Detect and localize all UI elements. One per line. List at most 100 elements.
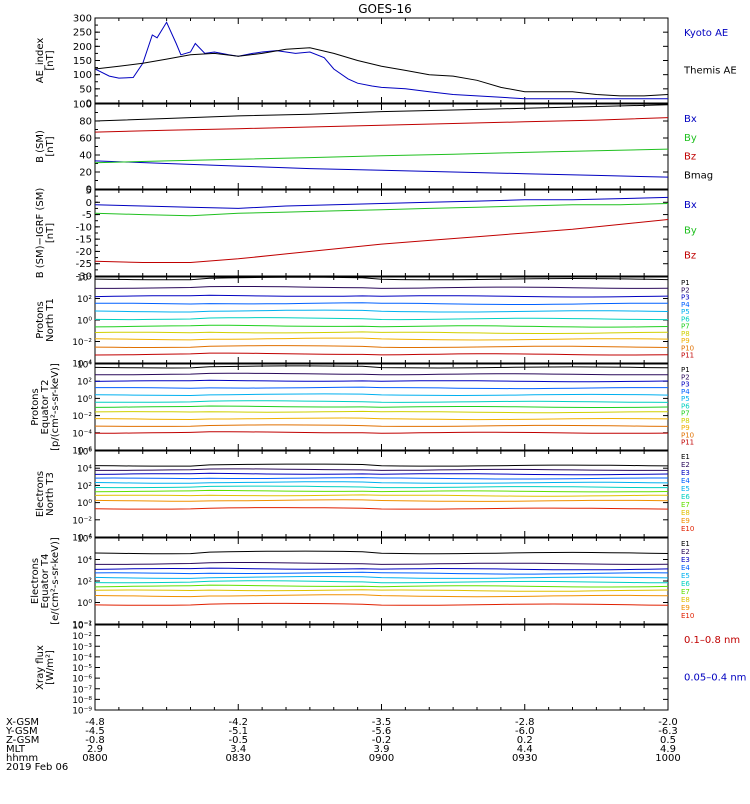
y-tick-label: 10⁻⁴ xyxy=(72,534,92,544)
y-tick-label: 10⁰ xyxy=(77,395,92,405)
channel-line-e3 xyxy=(95,567,668,571)
y-tick-label: 10⁻¹ xyxy=(72,622,92,632)
channel-line-p10 xyxy=(95,345,668,348)
series-line-bz xyxy=(95,117,668,133)
channel-label-p4: P4 xyxy=(681,388,690,396)
channel-line-p1 xyxy=(95,277,668,281)
channel-line-e8 xyxy=(95,589,668,592)
y-tick-label: 40 xyxy=(79,151,92,162)
legend-label: 0.05–0.4 nm xyxy=(684,673,746,684)
series-line-by xyxy=(95,203,668,217)
x-axis-annotation: X-GSM -4.8 -4.2 -3.5 -2.8 -2.0 Y-GSM -4.5 -5.1 -5… xyxy=(5,717,681,773)
channel-label-e6: E6 xyxy=(681,493,690,501)
x-row-value: 4.9 xyxy=(660,744,676,755)
y-axis-label-line: B (SM)−IGRF (SM) xyxy=(35,188,46,279)
channel-label-e5: E5 xyxy=(681,572,690,580)
y-tick-label: 80 xyxy=(79,117,92,128)
y-tick-label: 10⁴ xyxy=(77,556,92,566)
channel-label-e6: E6 xyxy=(681,580,690,588)
y-tick-label: 10² xyxy=(77,378,92,388)
y-tick-label: 200 xyxy=(73,42,92,53)
x-row-value: -4.8 xyxy=(85,717,105,728)
x-row-value: -0.2 xyxy=(372,735,392,746)
x-row-value: -5.1 xyxy=(228,726,248,737)
series-line-themis-ae xyxy=(95,47,668,97)
y-axis-label-line: North T1 xyxy=(45,298,56,342)
panel-bsm: 0 20 40 60 80 100 B (SM) [nT] Bx By Bz Bmag xyxy=(35,100,713,196)
channel-line-e8 xyxy=(95,494,668,497)
channel-label-p10: P10 xyxy=(681,344,694,352)
panel-data xyxy=(95,463,668,510)
channel-line-e10 xyxy=(95,507,668,510)
channel-line-e7 xyxy=(95,489,668,493)
channel-label-e2: E2 xyxy=(681,548,690,556)
y-axis-label-line: Protons xyxy=(30,388,41,425)
series-line-by xyxy=(95,148,668,164)
channel-label-p2: P2 xyxy=(681,373,690,381)
channel-label-p6: P6 xyxy=(681,402,690,410)
channel-line-e7 xyxy=(95,584,668,588)
channel-line-p9 xyxy=(95,337,668,341)
channel-label-e2: E2 xyxy=(681,461,690,469)
channel-label-p11: P11 xyxy=(681,352,694,360)
y-axis-label-line: Electrons xyxy=(35,471,46,517)
y-axis-label-line: Equator T2 xyxy=(40,380,51,435)
x-row-value: 0830 xyxy=(226,753,251,764)
y-tick-label: 10⁻³ xyxy=(72,643,92,653)
y-tick-label: 10⁰ xyxy=(77,499,92,509)
y-tick-label: 10² xyxy=(77,578,92,588)
y-axis-label-line: [nT] xyxy=(45,136,56,156)
x-row-value: -4.2 xyxy=(228,717,248,728)
y-tick-label: 5 xyxy=(86,186,92,197)
panel-data xyxy=(95,21,668,100)
y-tick-label: 100 xyxy=(73,100,92,111)
channel-label-e10: E10 xyxy=(681,612,694,620)
channel-label-p10: P10 xyxy=(681,431,694,439)
y-axis-label-line: AE_index xyxy=(35,38,46,84)
channel-line-p11 xyxy=(95,431,668,434)
channel-label-p8: P8 xyxy=(681,330,690,338)
series-line-bz xyxy=(95,219,668,263)
legend-label: Bmag xyxy=(684,170,713,181)
y-tick-label: 10⁻⁴ xyxy=(72,360,92,370)
channel-line-p3 xyxy=(95,294,668,298)
y-tick-label: 20 xyxy=(79,168,92,179)
channel-label-e9: E9 xyxy=(681,517,690,525)
channel-line-p5 xyxy=(95,309,668,313)
channel-line-p7 xyxy=(95,405,668,408)
channel-line-p8 xyxy=(95,331,668,334)
panel-frame xyxy=(94,450,669,538)
x-row-value: 0.2 xyxy=(517,735,533,746)
y-axis-label: Electrons Equator T4 [e/(cm²-s-sr-keV)] xyxy=(30,537,61,625)
legend-label: By xyxy=(684,133,697,144)
panel-data xyxy=(95,104,668,178)
panel-frame xyxy=(94,537,669,625)
channel-line-e5 xyxy=(95,481,668,484)
y-axis-label-line: B (SM) xyxy=(35,130,46,163)
channel-label-e10: E10 xyxy=(681,525,694,533)
y-tick-label: 50 xyxy=(79,84,92,95)
channel-label-p2: P2 xyxy=(681,286,690,294)
y-tick-label: 10⁻⁶ xyxy=(72,447,92,457)
y-tick-label: 10⁻⁷ xyxy=(72,685,92,695)
y-tick-label: 10⁴ xyxy=(77,465,92,475)
channel-label-e3: E3 xyxy=(681,556,690,564)
y-tick-label: 10⁻² xyxy=(72,338,92,348)
channel-line-e3 xyxy=(95,472,668,476)
y-axis-label-line: Xray flux xyxy=(35,645,46,690)
panel-ae: 0 50 100 150 200 250 300 AE_index [nT] Kyoto AE Th… xyxy=(35,14,737,110)
channel-line-p8 xyxy=(95,410,668,414)
y-tick-label: -30 xyxy=(76,272,92,283)
channel-line-e5 xyxy=(95,576,668,579)
x-row-label: MLT xyxy=(6,744,26,755)
y-tick-label: 150 xyxy=(73,56,92,67)
channel-label-p4: P4 xyxy=(681,301,690,309)
x-row-value: -5.6 xyxy=(372,726,392,737)
y-tick-label: 10⁻⁹ xyxy=(72,707,92,717)
y-axis-label-line: Equator T4 xyxy=(40,554,51,609)
panel-data xyxy=(95,277,668,356)
x-row-value: 3.9 xyxy=(374,744,390,755)
panel-pe: 10⁻⁶ 10⁻⁴ 10⁻² 10⁰ 10² 10⁴ Protons Equator T2 [p… xyxy=(30,361,694,457)
y-axis-label-line: Protons xyxy=(35,301,46,338)
